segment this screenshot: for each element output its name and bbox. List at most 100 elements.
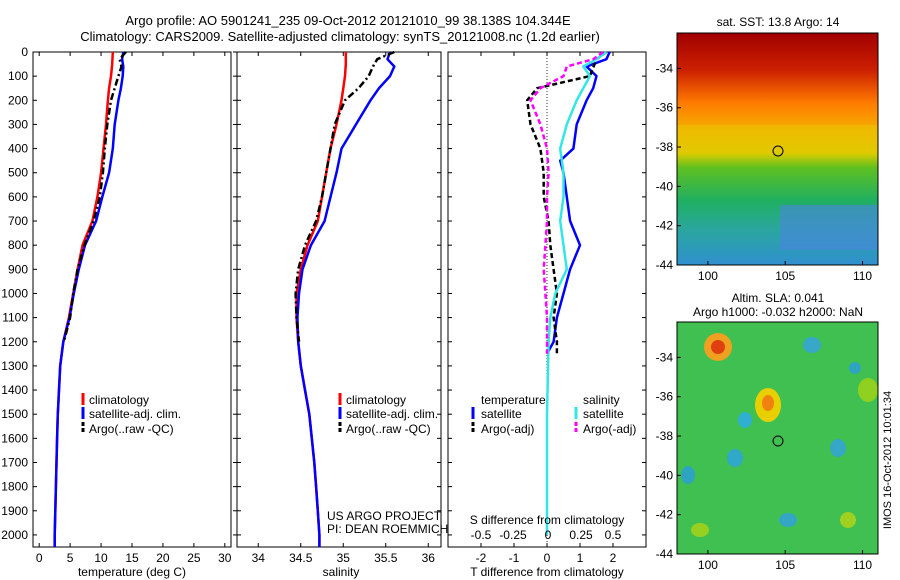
sla-map-frame <box>676 321 879 555</box>
sla-blob <box>727 449 743 467</box>
map-x-tick-label: 100 <box>698 269 718 283</box>
sla-map-title1: Altim. SLA: 0.041 <box>732 291 825 305</box>
x-tick-label: -2 <box>476 551 487 565</box>
y-tick-label: 500 <box>8 166 28 180</box>
x-tick-label: 10 <box>94 551 108 565</box>
x-tick-label: 25 <box>187 551 201 565</box>
sst-map-title: sat. SST: 13.8 Argo: 14 <box>717 15 840 29</box>
y-tick-label: 1900 <box>1 504 28 518</box>
legend-label-s-satellite: satellite <box>583 407 624 421</box>
s-tick-label: -0.25 <box>499 528 527 542</box>
sst-map-frame <box>676 32 879 266</box>
series-line-argo <box>294 50 395 342</box>
legend-label-t-argo: Argo(-adj) <box>481 422 534 436</box>
map-x-tick-label: 110 <box>853 558 872 572</box>
y-tick-label: 200 <box>8 93 28 107</box>
map-y-tick-label: -38 <box>656 140 674 154</box>
legend-label-argo: Argo(..raw -QC) <box>89 422 174 436</box>
y-tick-label: 1600 <box>1 431 28 445</box>
series-line-s-satellite <box>545 50 608 535</box>
map-y-tick-label: -42 <box>656 219 674 233</box>
s-tick-label: 0 <box>545 528 552 542</box>
sla-blob <box>681 466 695 484</box>
series-line-climatology <box>295 52 348 547</box>
sst-yellow-band <box>677 125 878 153</box>
x-tick-label: 35.5 <box>374 551 398 565</box>
header-line2: Climatology: CARS2009. Satellite-adjuste… <box>80 29 600 44</box>
y-tick-label: 600 <box>8 190 28 204</box>
y-tick-label: 1800 <box>1 480 28 494</box>
x-tick-label: 0 <box>544 551 551 565</box>
s-difference-label: S difference from climatology <box>470 513 625 527</box>
sla-blob <box>830 439 846 457</box>
difference-xlabel: T difference from climatology <box>470 565 624 579</box>
sla-map: Altim. SLA: 0.041 Argo h1000: -0.032 h20… <box>656 291 879 572</box>
y-tick-label: 100 <box>8 69 28 83</box>
x-tick-label: 1 <box>577 551 584 565</box>
map-y-tick-label: -34 <box>656 350 674 364</box>
sla-blob <box>840 512 856 528</box>
temperature-xlabel: temperature (deg C) <box>78 565 186 579</box>
sla-blob <box>849 362 861 374</box>
y-tick-label: 800 <box>8 238 28 252</box>
map-y-tick-label: -38 <box>656 429 674 443</box>
salinity-legend: climatology satellite-adj. clim. Argo(..… <box>338 393 438 436</box>
y-tick-label: 1200 <box>1 335 28 349</box>
x-tick-label: 15 <box>125 551 139 565</box>
map-x-tick-label: 105 <box>775 558 795 572</box>
difference-panel: -2 -1 0 1 2 T difference from climatology S … <box>447 50 647 579</box>
map-y-tick-label: -36 <box>656 390 674 404</box>
difference-legend: temperature salinity satellite Argo(-adj… <box>471 393 636 436</box>
x-tick-label: 34.5 <box>289 551 313 565</box>
temperature-legend: climatology satellite-adj. clim. Argo(..… <box>81 393 181 436</box>
sst-cool-water <box>780 205 878 250</box>
y-tick-label: 0 <box>21 45 28 59</box>
x-tick-label: 20 <box>156 551 170 565</box>
x-tick-label: 36 <box>422 551 436 565</box>
map-y-tick-label: -44 <box>656 258 674 272</box>
y-tick-label: 900 <box>8 262 28 276</box>
map-y-tick-label: -36 <box>656 101 674 115</box>
sla-blob <box>803 337 821 353</box>
series-line-satellite <box>53 51 125 547</box>
y-tick-label: 1300 <box>1 359 28 373</box>
legend-label-t-satellite: satellite <box>481 407 522 421</box>
series-line-t-argo <box>525 50 608 354</box>
map-x-tick-label: 110 <box>853 269 872 283</box>
argo-position-marker <box>772 145 784 157</box>
map-y-tick-label: -42 <box>656 508 674 522</box>
sla-blob <box>858 378 878 402</box>
s-difference-ticks: -0.5 -0.25 0 0.25 0.5 <box>471 528 622 542</box>
x-tick-label: -1 <box>509 551 520 565</box>
s-tick-label: 0.5 <box>605 528 622 542</box>
sla-blob <box>762 395 774 411</box>
map-y-tick-label: -40 <box>656 468 674 482</box>
y-tick-label: 2000 <box>1 528 28 542</box>
s-tick-label: 0.25 <box>569 528 593 542</box>
x-tick-label: 35 <box>337 551 351 565</box>
series-line-climatology <box>53 51 115 547</box>
pi-note: PI: DEAN ROEMMICH <box>327 522 448 536</box>
x-tick-label: 5 <box>67 551 74 565</box>
s-tick-label: -0.5 <box>471 528 492 542</box>
y-tick-label: 1100 <box>2 311 28 325</box>
sla-blob <box>779 513 797 527</box>
temperature-axes-frame <box>32 51 232 548</box>
y-tick-label: 1500 <box>1 407 28 421</box>
legend-title-temperature: temperature <box>481 393 546 407</box>
y-tick-label: 700 <box>8 214 28 228</box>
argo-position-marker <box>772 435 784 447</box>
salinity-axes-frame <box>236 51 442 548</box>
sla-blob <box>711 340 725 354</box>
legend-label-climatology: climatology <box>346 393 406 407</box>
salinity-panel: 34 34.5 35 35.5 36 salinity climatology sate… <box>236 50 448 579</box>
map-x-tick-label: 105 <box>775 269 795 283</box>
sla-map-title2: Argo h1000: -0.032 h2000: NaN <box>693 305 863 319</box>
x-tick-label: 34 <box>252 551 266 565</box>
map-y-tick-label: -44 <box>656 547 674 561</box>
temperature-panel: 0100200300400500600700800900100011001200… <box>1 45 646 579</box>
legend-label-climatology: climatology <box>89 393 149 407</box>
sla-blob <box>691 523 709 537</box>
project-note: US ARGO PROJECT <box>327 509 442 523</box>
